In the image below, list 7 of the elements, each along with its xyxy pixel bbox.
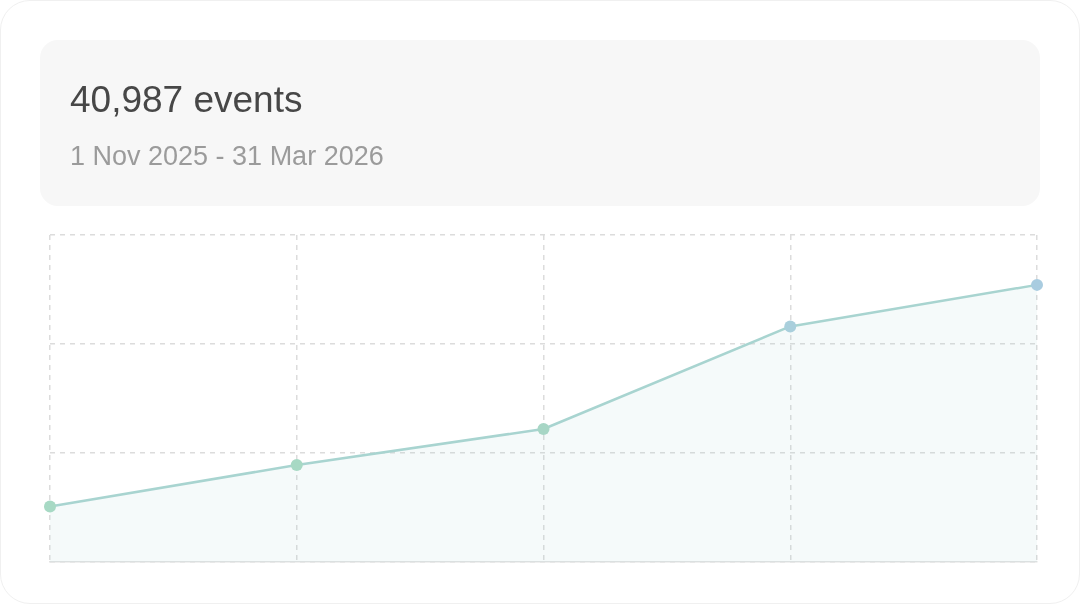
chart-subtitle: 1 Nov 2025 - 31 Mar 2026 (70, 141, 384, 171)
point (537, 422, 550, 435)
chart-title: 40,987 events (70, 79, 303, 120)
point (784, 320, 797, 333)
point (290, 459, 303, 472)
point (44, 500, 56, 513)
point (1031, 278, 1043, 291)
